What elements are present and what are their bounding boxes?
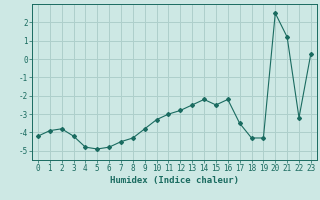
X-axis label: Humidex (Indice chaleur): Humidex (Indice chaleur) xyxy=(110,176,239,185)
